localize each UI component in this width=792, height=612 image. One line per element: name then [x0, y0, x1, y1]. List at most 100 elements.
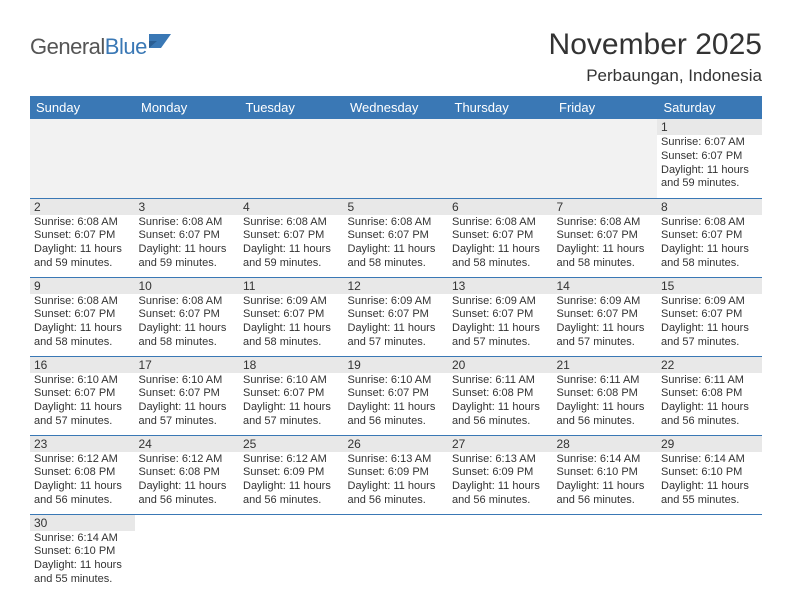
day-number: 13 [448, 278, 553, 294]
empty-cell [553, 514, 658, 593]
day-details: Sunrise: 6:09 AMSunset: 6:07 PMDaylight:… [553, 294, 658, 352]
day-details: Sunrise: 6:10 AMSunset: 6:07 PMDaylight:… [135, 373, 240, 431]
day-number: 6 [448, 199, 553, 215]
day-cell: 18Sunrise: 6:10 AMSunset: 6:07 PMDayligh… [239, 356, 344, 435]
day-details: Sunrise: 6:13 AMSunset: 6:09 PMDaylight:… [448, 452, 553, 510]
day-number: 20 [448, 357, 553, 373]
day-cell: 20Sunrise: 6:11 AMSunset: 6:08 PMDayligh… [448, 356, 553, 435]
day-cell: 21Sunrise: 6:11 AMSunset: 6:08 PMDayligh… [553, 356, 658, 435]
empty-cell [239, 119, 344, 198]
day-cell: 24Sunrise: 6:12 AMSunset: 6:08 PMDayligh… [135, 435, 240, 514]
day-details: Sunrise: 6:11 AMSunset: 6:08 PMDaylight:… [657, 373, 762, 431]
day-cell: 8Sunrise: 6:08 AMSunset: 6:07 PMDaylight… [657, 198, 762, 277]
day-cell: 12Sunrise: 6:09 AMSunset: 6:07 PMDayligh… [344, 277, 449, 356]
day-number: 23 [30, 436, 135, 452]
calendar-row: 9Sunrise: 6:08 AMSunset: 6:07 PMDaylight… [30, 277, 762, 356]
day-details: Sunrise: 6:12 AMSunset: 6:08 PMDaylight:… [135, 452, 240, 510]
day-details: Sunrise: 6:08 AMSunset: 6:07 PMDaylight:… [553, 215, 658, 273]
day-cell: 16Sunrise: 6:10 AMSunset: 6:07 PMDayligh… [30, 356, 135, 435]
calendar-row: 16Sunrise: 6:10 AMSunset: 6:07 PMDayligh… [30, 356, 762, 435]
day-details: Sunrise: 6:10 AMSunset: 6:07 PMDaylight:… [344, 373, 449, 431]
day-number: 26 [344, 436, 449, 452]
day-number: 5 [344, 199, 449, 215]
day-details: Sunrise: 6:14 AMSunset: 6:10 PMDaylight:… [553, 452, 658, 510]
empty-cell [657, 514, 762, 593]
day-details: Sunrise: 6:11 AMSunset: 6:08 PMDaylight:… [553, 373, 658, 431]
empty-cell [30, 119, 135, 198]
day-details: Sunrise: 6:08 AMSunset: 6:07 PMDaylight:… [239, 215, 344, 273]
day-cell: 29Sunrise: 6:14 AMSunset: 6:10 PMDayligh… [657, 435, 762, 514]
day-cell: 26Sunrise: 6:13 AMSunset: 6:09 PMDayligh… [344, 435, 449, 514]
day-cell: 9Sunrise: 6:08 AMSunset: 6:07 PMDaylight… [30, 277, 135, 356]
day-number: 3 [135, 199, 240, 215]
day-details: Sunrise: 6:08 AMSunset: 6:07 PMDaylight:… [657, 215, 762, 273]
day-details: Sunrise: 6:09 AMSunset: 6:07 PMDaylight:… [344, 294, 449, 352]
day-cell: 11Sunrise: 6:09 AMSunset: 6:07 PMDayligh… [239, 277, 344, 356]
day-number: 15 [657, 278, 762, 294]
header: General Blue November 2025 Perbaungan, I… [30, 28, 762, 86]
day-number: 12 [344, 278, 449, 294]
day-number: 2 [30, 199, 135, 215]
day-details: Sunrise: 6:08 AMSunset: 6:07 PMDaylight:… [135, 294, 240, 352]
day-number: 16 [30, 357, 135, 373]
empty-cell [448, 119, 553, 198]
day-cell: 19Sunrise: 6:10 AMSunset: 6:07 PMDayligh… [344, 356, 449, 435]
empty-cell [239, 514, 344, 593]
day-cell: 13Sunrise: 6:09 AMSunset: 6:07 PMDayligh… [448, 277, 553, 356]
day-number: 10 [135, 278, 240, 294]
day-details: Sunrise: 6:08 AMSunset: 6:07 PMDaylight:… [448, 215, 553, 273]
day-number: 9 [30, 278, 135, 294]
day-cell: 5Sunrise: 6:08 AMSunset: 6:07 PMDaylight… [344, 198, 449, 277]
empty-cell [135, 514, 240, 593]
day-details: Sunrise: 6:10 AMSunset: 6:07 PMDaylight:… [30, 373, 135, 431]
calendar-row: 23Sunrise: 6:12 AMSunset: 6:08 PMDayligh… [30, 435, 762, 514]
empty-cell [344, 119, 449, 198]
day-details: Sunrise: 6:12 AMSunset: 6:08 PMDaylight:… [30, 452, 135, 510]
day-details: Sunrise: 6:09 AMSunset: 6:07 PMDaylight:… [239, 294, 344, 352]
day-details: Sunrise: 6:11 AMSunset: 6:08 PMDaylight:… [448, 373, 553, 431]
day-cell: 23Sunrise: 6:12 AMSunset: 6:08 PMDayligh… [30, 435, 135, 514]
month-title: November 2025 [549, 28, 762, 62]
day-details: Sunrise: 6:08 AMSunset: 6:07 PMDaylight:… [135, 215, 240, 273]
logo: General Blue [30, 34, 175, 60]
day-number: 17 [135, 357, 240, 373]
empty-cell [135, 119, 240, 198]
day-number: 25 [239, 436, 344, 452]
logo-text-blue: Blue [105, 34, 147, 60]
day-details: Sunrise: 6:09 AMSunset: 6:07 PMDaylight:… [448, 294, 553, 352]
day-details: Sunrise: 6:14 AMSunset: 6:10 PMDaylight:… [30, 531, 135, 589]
day-number: 8 [657, 199, 762, 215]
empty-cell [448, 514, 553, 593]
day-number: 30 [30, 515, 135, 531]
day-number: 21 [553, 357, 658, 373]
day-details: Sunrise: 6:14 AMSunset: 6:10 PMDaylight:… [657, 452, 762, 510]
day-details: Sunrise: 6:09 AMSunset: 6:07 PMDaylight:… [657, 294, 762, 352]
day-number: 28 [553, 436, 658, 452]
day-details: Sunrise: 6:08 AMSunset: 6:07 PMDaylight:… [30, 215, 135, 273]
weekday-header: Thursday [448, 96, 553, 119]
weekday-header: Wednesday [344, 96, 449, 119]
day-cell: 22Sunrise: 6:11 AMSunset: 6:08 PMDayligh… [657, 356, 762, 435]
weekday-header: Friday [553, 96, 658, 119]
empty-cell [553, 119, 658, 198]
day-cell: 6Sunrise: 6:08 AMSunset: 6:07 PMDaylight… [448, 198, 553, 277]
day-number: 19 [344, 357, 449, 373]
day-cell: 3Sunrise: 6:08 AMSunset: 6:07 PMDaylight… [135, 198, 240, 277]
day-details: Sunrise: 6:07 AMSunset: 6:07 PMDaylight:… [657, 135, 762, 193]
day-number: 11 [239, 278, 344, 294]
day-details: Sunrise: 6:12 AMSunset: 6:09 PMDaylight:… [239, 452, 344, 510]
calendar-row: 30Sunrise: 6:14 AMSunset: 6:10 PMDayligh… [30, 514, 762, 593]
logo-text-general: General [30, 34, 105, 60]
day-details: Sunrise: 6:13 AMSunset: 6:09 PMDaylight:… [344, 452, 449, 510]
calendar-row: 1Sunrise: 6:07 AMSunset: 6:07 PMDaylight… [30, 119, 762, 198]
day-number: 24 [135, 436, 240, 452]
day-cell: 30Sunrise: 6:14 AMSunset: 6:10 PMDayligh… [30, 514, 135, 593]
day-number: 4 [239, 199, 344, 215]
day-cell: 1Sunrise: 6:07 AMSunset: 6:07 PMDaylight… [657, 119, 762, 198]
day-cell: 27Sunrise: 6:13 AMSunset: 6:09 PMDayligh… [448, 435, 553, 514]
day-cell: 4Sunrise: 6:08 AMSunset: 6:07 PMDaylight… [239, 198, 344, 277]
weekday-header: Saturday [657, 96, 762, 119]
day-number: 27 [448, 436, 553, 452]
location: Perbaungan, Indonesia [549, 66, 762, 86]
day-number: 1 [657, 119, 762, 135]
